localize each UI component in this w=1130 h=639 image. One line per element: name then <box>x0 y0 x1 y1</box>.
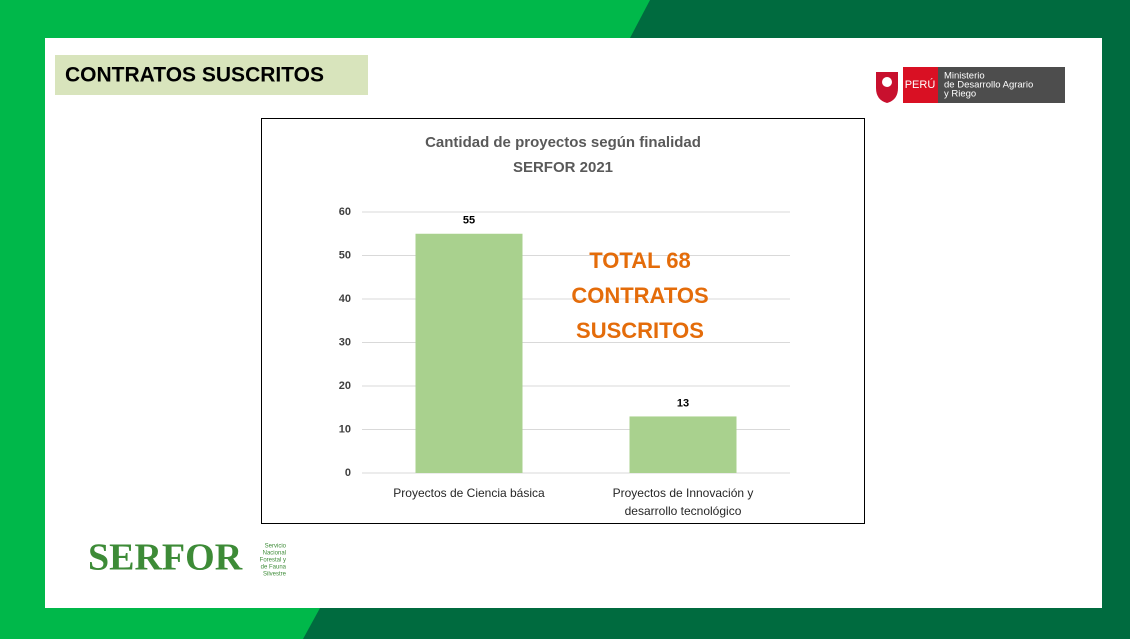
ministry-line: de Desarrollo Agrario <box>944 80 1033 91</box>
bar <box>629 416 737 473</box>
chart-title: Cantidad de proyectos según finalidad <box>425 134 701 151</box>
bg-bottom-light <box>0 608 320 639</box>
shield <box>876 72 898 103</box>
y-tick-label: 30 <box>339 336 351 348</box>
serfor-name: SERFOR <box>88 537 243 579</box>
header-title: CONTRATOS SUSCRITOS <box>65 64 324 87</box>
annotation: CONTRATOS <box>571 283 708 308</box>
serfor-subtitle: Servicio <box>265 544 287 550</box>
peru-label: PERÚ <box>905 78 936 91</box>
serfor-subtitle: Forestal y <box>260 558 286 564</box>
ministry-line: y Riego <box>944 89 976 100</box>
chart-frame <box>261 118 865 524</box>
y-tick-label: 60 <box>339 206 351 218</box>
y-tick-label: 40 <box>339 293 351 305</box>
y-tick-label: 20 <box>339 380 351 392</box>
header-box <box>55 55 368 95</box>
y-tick-label: 50 <box>339 249 351 261</box>
y-tick-label: 10 <box>339 423 351 435</box>
bar <box>415 233 523 473</box>
x-tick-label: Proyectos de Innovación y desarrollo tec… <box>612 486 754 518</box>
x-tick-label: Proyectos de Ciencia básica <box>393 486 545 500</box>
serfor-subtitle: de Fauna <box>261 565 287 571</box>
ministry-line: Ministerio <box>944 71 985 82</box>
annotation: SUSCRITOS <box>576 318 704 343</box>
serfor-subtitle: Nacional <box>263 551 286 557</box>
bg-left-light <box>0 38 45 639</box>
ministry-box <box>938 67 1065 103</box>
bg-top-light <box>0 0 650 38</box>
annotation: TOTAL 68 <box>589 248 690 273</box>
serfor-subtitle: Silvestre <box>263 572 287 578</box>
chart-title: SERFOR 2021 <box>513 159 613 176</box>
shield-center <box>882 77 892 87</box>
peru-box <box>903 67 938 103</box>
value-label: 13 <box>677 397 689 409</box>
value-label: 55 <box>463 215 475 227</box>
y-tick-label: 0 <box>345 467 351 479</box>
